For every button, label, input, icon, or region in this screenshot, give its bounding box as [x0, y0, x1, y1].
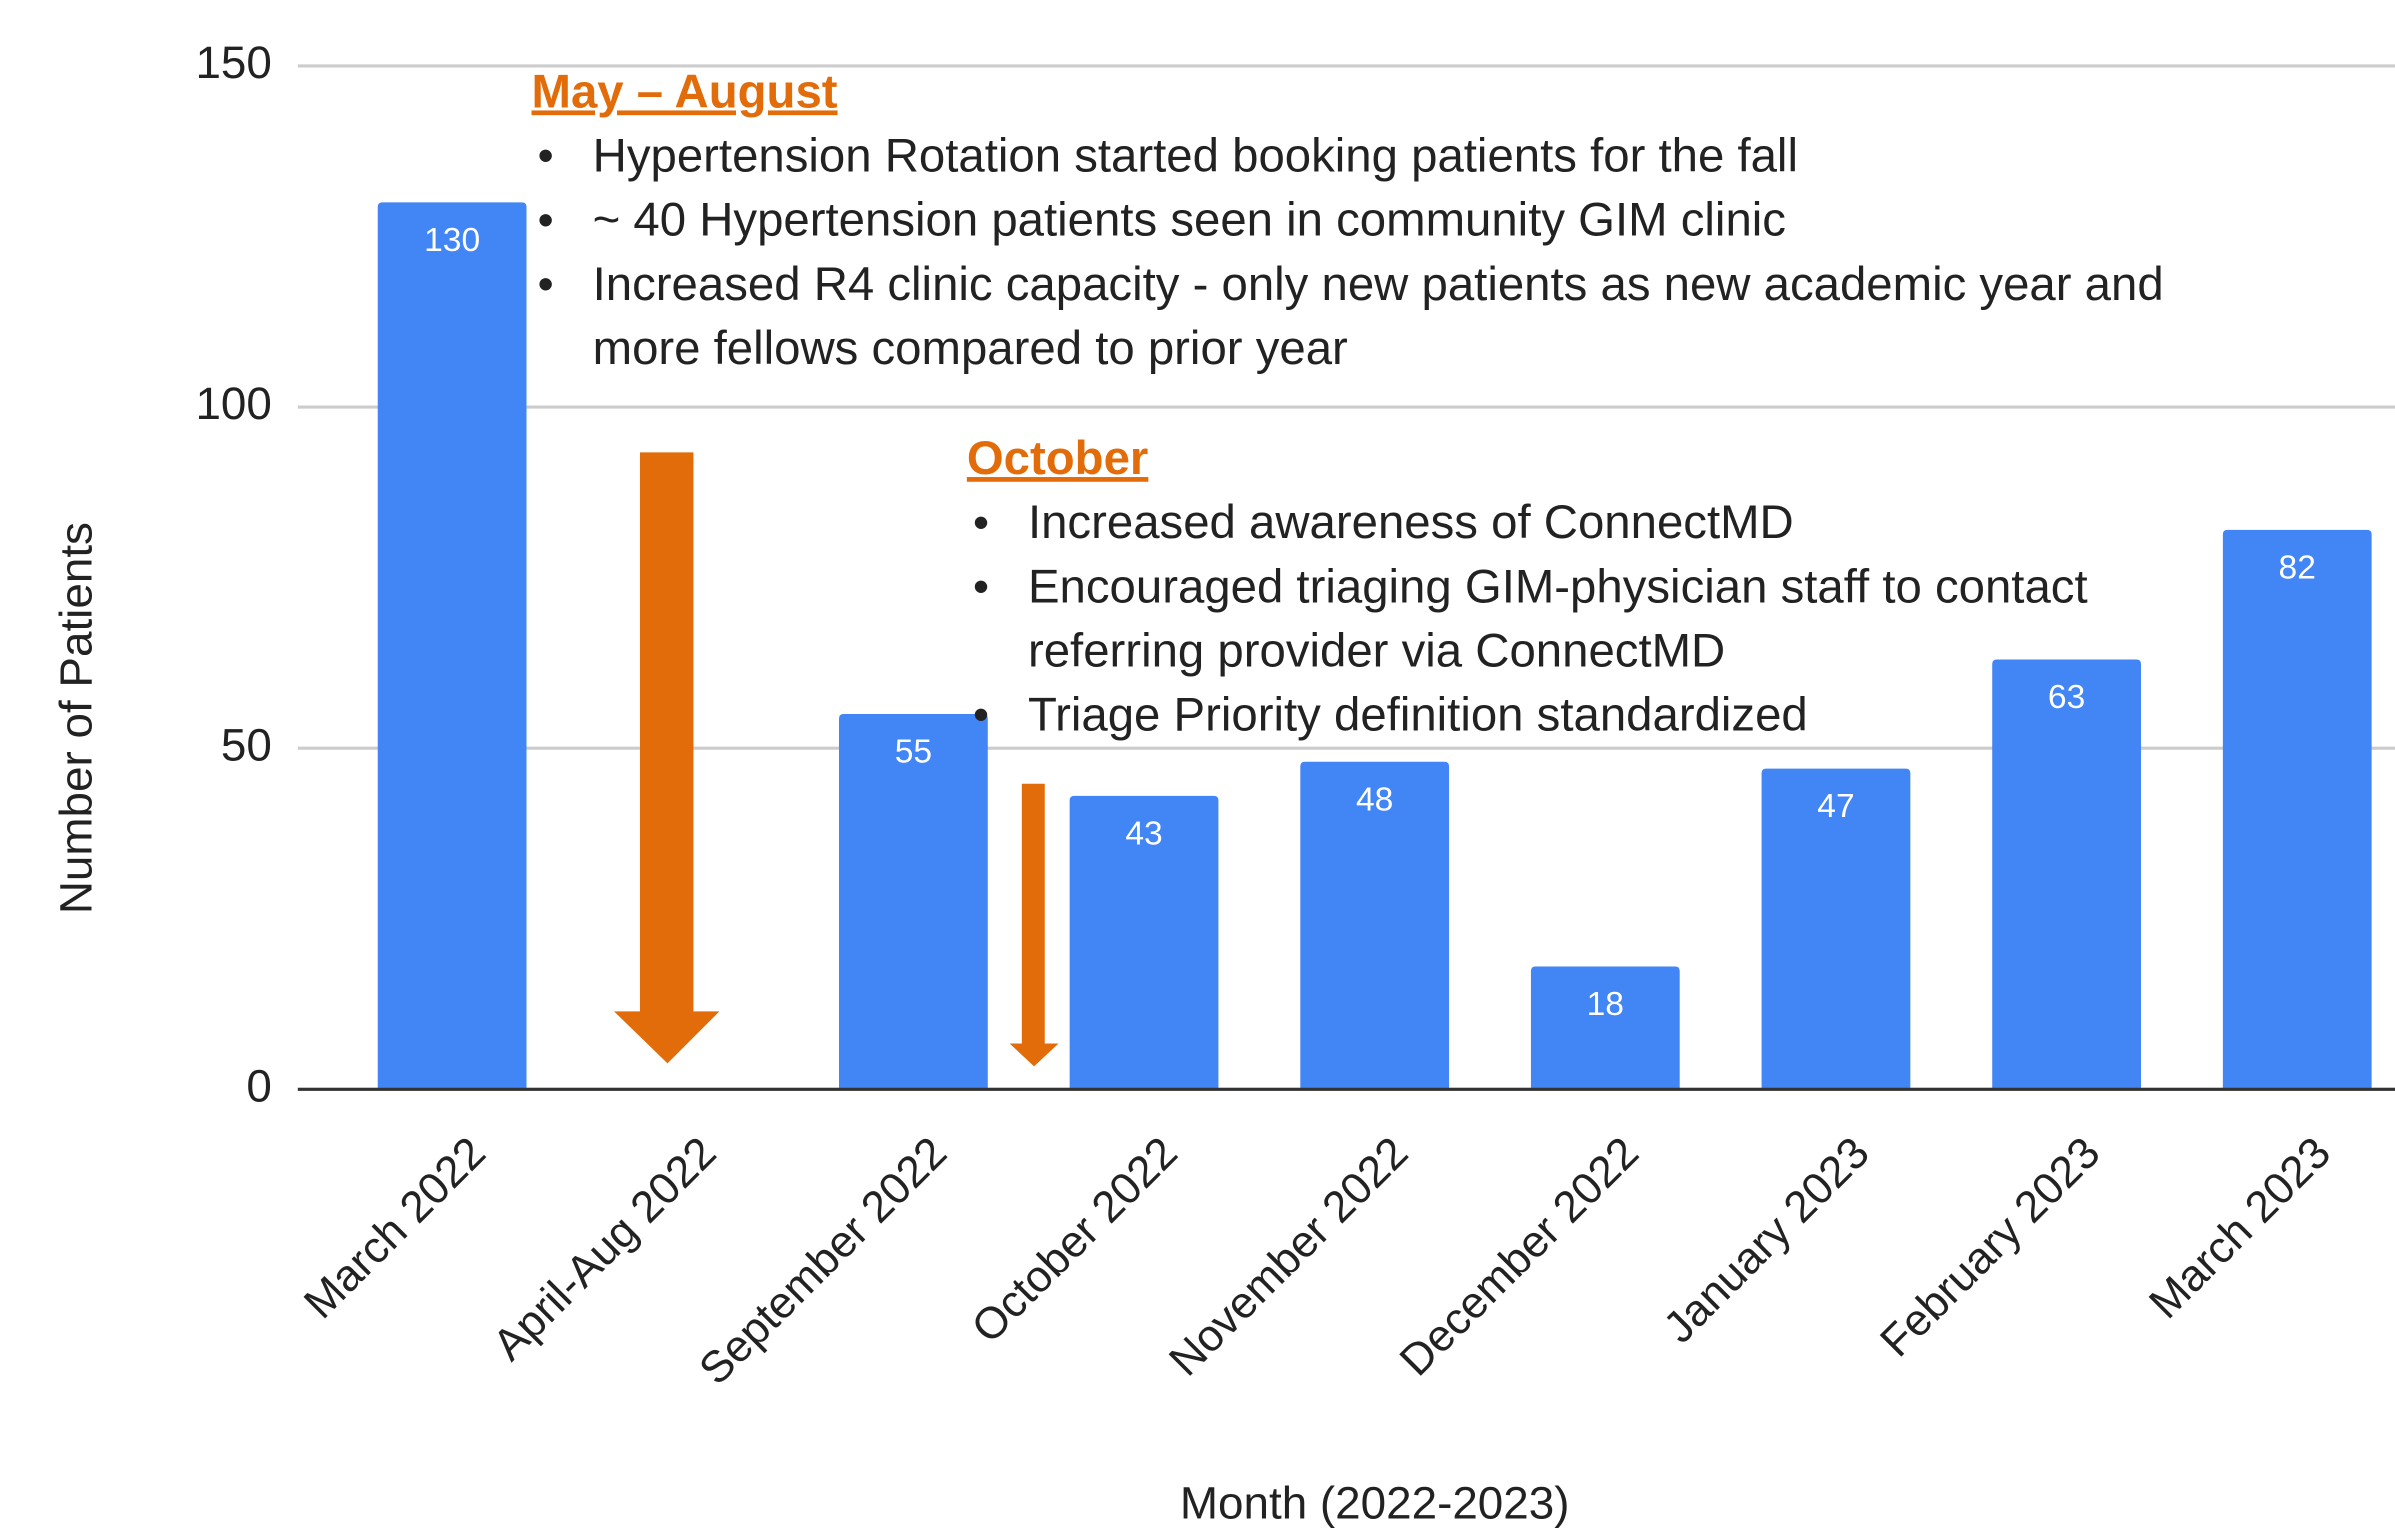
bar [839, 714, 988, 1090]
annotation-item: Increased R4 clinic capacity - only new … [593, 258, 2164, 311]
y-tick-label: 0 [246, 1060, 271, 1111]
x-tick-label: April-Aug 2022 [484, 1128, 726, 1370]
x-tick-label: March 2022 [295, 1128, 495, 1328]
annotation-item: Increased awareness of ConnectMD [1028, 496, 1794, 549]
bar [1761, 768, 1911, 1090]
value-label: 48 [1356, 781, 1393, 818]
annotation-item: more fellows compared to prior year [593, 322, 1348, 375]
x-axis-title: Month (2022-2023) [1180, 1477, 1570, 1528]
x-tick-label: September 2022 [690, 1128, 956, 1394]
value-label: 47 [1817, 788, 1854, 825]
bar [1069, 795, 1219, 1090]
annotation-title: October [967, 432, 1149, 485]
x-tick-label: November 2022 [1160, 1128, 1417, 1385]
x-tick-label: January 2023 [1654, 1128, 1878, 1352]
annotation-item: Triage Priority definition standardized [1028, 689, 1808, 742]
annotation-item: ~ 40 Hypertension patients seen in commu… [593, 194, 1786, 247]
x-tick-label: February 2023 [1871, 1128, 2109, 1366]
value-label: 63 [2048, 679, 2085, 716]
y-axis-title: Number of Patients [51, 522, 102, 914]
arrow [1009, 783, 1059, 1067]
arrows [614, 452, 1059, 1067]
bullet: • [973, 497, 989, 548]
bullet: • [973, 689, 989, 740]
x-tick-label: December 2022 [1391, 1128, 1648, 1385]
bar [1992, 659, 2141, 1090]
annotation-item: Encouraged triaging GIM-physician staff … [1028, 560, 2088, 613]
value-label: 55 [895, 734, 932, 771]
y-tick-label: 100 [195, 378, 271, 429]
bullet: • [538, 130, 554, 181]
bar [1530, 966, 1680, 1090]
annotation-item: Hypertension Rotation started booking pa… [593, 130, 1798, 183]
value-label: 130 [424, 222, 480, 259]
bar [377, 202, 527, 1090]
value-label: 18 [1587, 986, 1624, 1023]
y-tick-label: 50 [221, 719, 272, 770]
bullet: • [973, 561, 989, 612]
value-label: 82 [2279, 549, 2316, 586]
annotation-item: referring provider via ConnectMD [1028, 624, 1725, 677]
y-tick-label: 150 [195, 37, 271, 88]
annotation-title: May – August [532, 65, 838, 118]
x-tick-label: October 2022 [962, 1128, 1186, 1352]
bar [2222, 529, 2372, 1090]
value-label: 43 [1125, 816, 1162, 853]
bullet: • [538, 194, 554, 245]
x-tick-label: March 2023 [2140, 1128, 2340, 1328]
bar [1300, 761, 1450, 1090]
arrow [614, 452, 720, 1064]
bullet: • [538, 258, 554, 309]
annotations: May – August • Hypertension Rotation start… [532, 65, 2164, 741]
